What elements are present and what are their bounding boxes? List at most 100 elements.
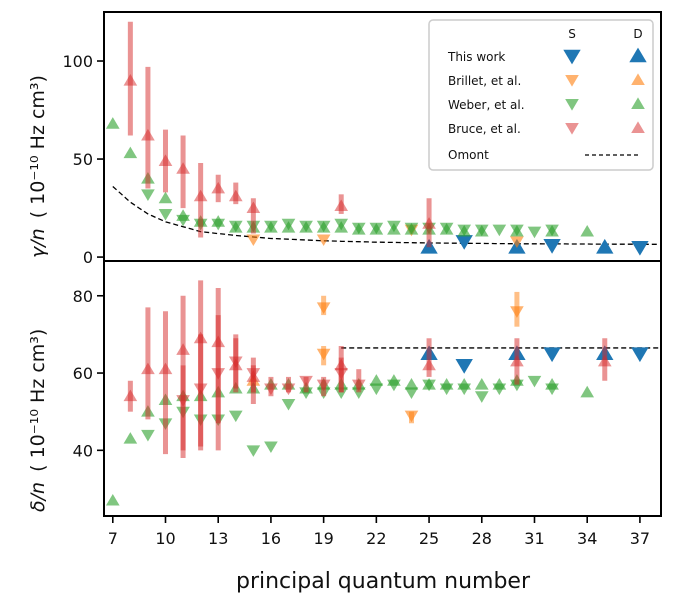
legend-col-s: S [568,27,576,41]
bruce-et-al-d-point [123,389,138,402]
weber-et-al-s-point [369,383,384,396]
legend-col-d: D [633,27,642,41]
weber-et-al-d-point [105,493,120,506]
legend-label-this-work: This work [447,50,505,64]
bruce-et-al-s-point [351,379,366,392]
weber-et-al-d-point [176,209,190,221]
x-tick-label: 34 [577,529,597,548]
weber-et-al-d-point [123,146,138,159]
bruce-et-al-s-point [281,383,296,396]
bruce-et-al-d-point [193,189,208,202]
weber-et-al-d-point [351,223,366,235]
bruce-et-al-d-point [123,74,138,86]
legend-brillet-d-marker [631,73,645,85]
x-tick-label: 13 [208,529,228,548]
legend-markers [563,47,647,135]
top-ylabel: γ/n ( 10⁻¹⁰ Hz cm³) [27,75,49,258]
x-tick-label: 28 [472,529,492,548]
weber-et-al-d-point [228,221,243,233]
this-work-s-point [543,347,561,363]
bruce-et-al-d-point [228,358,243,371]
weber-et-al-d-point [387,223,401,235]
x-tick-label: 25 [419,529,439,548]
x-tick-label: 37 [630,529,650,548]
this-work-s-point [455,359,473,374]
weber-et-al-s-point [141,429,155,442]
weber-et-al-d-point [439,223,454,235]
this-work-s-point [631,347,649,363]
bruce-et-al-s-point [316,379,331,392]
this-work-s-point [631,240,649,256]
brillet-et-al-s-point [404,410,419,423]
bruce-et-al-d-point [422,217,436,229]
weber-et-al-s-point [492,224,507,237]
weber-et-al-s-point [334,387,349,399]
legend-label-bruce: Bruce, et al. [448,122,521,136]
legend-weber-s-marker [565,99,579,111]
bruce-et-al-d-point [158,154,173,166]
y-tick-label: 60 [73,364,93,383]
brillet-et-al-s-point [510,306,524,318]
brillet-et-al-s-point [316,348,331,361]
bruce-et-al-d-point [176,343,190,355]
weber-et-al-d-point [457,378,472,390]
bruce-et-al-d-point [334,358,349,371]
weber-et-al-s-point [404,387,419,399]
weber-et-al-d-point [316,221,331,233]
weber-et-al-d-point [369,223,384,235]
brillet-et-al-s-point [510,236,524,248]
bruce-et-al-s-point [299,375,313,388]
weber-et-al-d-point [334,221,349,233]
x-tick-label: 10 [155,529,175,548]
bruce-et-al-d-point [334,199,349,212]
bruce-et-al-d-point [211,181,226,194]
legend-brillet-s-marker [565,75,579,87]
weber-et-al-s-point [527,226,542,239]
y-tick-label: 100 [62,52,93,71]
brillet-et-al-s-point [246,234,261,247]
bottom-panel [105,280,661,506]
x-tick-label: 31 [524,529,544,548]
weber-et-al-d-point [545,224,559,237]
legend-label-brillet: Brillet, et al. [448,74,521,88]
bruce-et-al-d-point [597,354,612,367]
y-tick-label: 50 [73,150,93,169]
legend-this-work-d-marker [629,47,647,63]
weber-et-al-d-point [281,221,296,233]
bruce-et-al-s-point [264,383,278,396]
brillet-et-al-s-point [316,302,331,314]
top-panel [105,21,658,256]
bruce-et-al-d-point [141,362,155,375]
bottom-ylabel-units: ( 10⁻¹⁰ Hz cm³) [27,329,49,472]
legend-box [428,19,654,171]
bottom-ylabel-main: δ/n [27,482,49,512]
weber-et-al-d-point [387,374,401,386]
bottom-ylabel: δ/n ( 10⁻¹⁰ Hz cm³) [27,329,49,512]
y-tick-label: 80 [73,287,93,306]
weber-et-al-d-point [510,224,524,237]
legend-label-weber: Weber, et al. [448,98,525,112]
weber-et-al-d-point [264,221,278,233]
bruce-et-al-d-point [158,362,173,375]
x-axis-label: principal quantum number [236,569,531,594]
weber-et-al-d-point [580,385,595,398]
weber-et-al-d-point [474,378,489,390]
legend-this-work-s-marker [563,49,581,65]
weber-et-al-s-point [228,410,243,423]
weber-et-al-d-point [439,378,454,390]
weber-et-al-d-point [474,224,489,237]
weber-et-al-s-point [264,441,278,454]
weber-et-al-d-point [492,378,507,390]
bruce-et-al-d-point [422,358,436,371]
bruce-et-al-d-point [193,331,208,344]
this-work-s-point [543,239,561,254]
weber-et-al-s-point [246,445,261,457]
weber-et-al-d-point [211,215,226,227]
top-ylabel-main: γ/n [27,228,49,258]
weber-et-al-s-point [351,387,366,399]
bruce-et-al-d-point [141,128,155,141]
weber-et-al-s-point [527,375,542,388]
weber-et-al-d-point [123,432,138,444]
